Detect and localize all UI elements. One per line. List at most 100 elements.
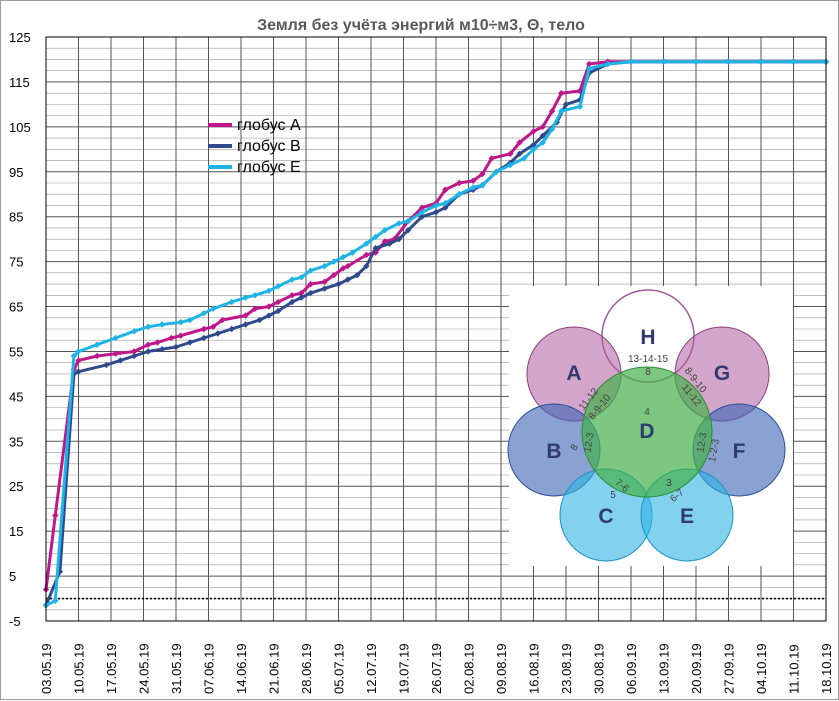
data-point (353, 271, 361, 279)
y-tick-label: 35 (9, 434, 23, 449)
y-axis-tick-labels: -5 5 15 25 35 45 55 65 75 85 95 105 115 125 (9, 30, 31, 629)
data-point (395, 220, 403, 227)
data-point (307, 280, 314, 288)
data-point (442, 204, 449, 211)
data-point (307, 289, 314, 297)
label-c: C (598, 505, 613, 528)
data-point (186, 339, 194, 346)
data-point (539, 132, 546, 140)
number-h-d: 8 (645, 367, 651, 378)
data-point (200, 310, 208, 317)
data-point (103, 361, 110, 369)
data-point (469, 177, 477, 184)
x-tick-label: 09.08.19 (494, 643, 509, 694)
data-point (692, 58, 700, 65)
data-point (242, 294, 249, 301)
x-tick-label: 26.07.19 (429, 643, 444, 694)
data-point (363, 251, 370, 259)
data-point (70, 352, 78, 360)
x-tick-label: 12.07.19 (364, 643, 379, 694)
data-point (432, 209, 440, 216)
data-point (288, 276, 296, 283)
data-point (339, 253, 347, 261)
data-point (144, 348, 152, 355)
legend-label-globe-e: глобус E (237, 159, 301, 176)
x-tick-label: 13.09.19 (657, 643, 672, 694)
data-point (469, 184, 477, 191)
x-tick-label: 11.10.19 (787, 644, 802, 694)
data-point (558, 107, 565, 115)
data-point (456, 179, 463, 187)
x-tick-label: 04.10.19 (754, 643, 769, 694)
data-point (344, 262, 351, 270)
data-point (321, 278, 328, 286)
number-c: 5 (610, 490, 616, 501)
data-point (298, 274, 305, 281)
data-point (349, 249, 356, 256)
x-tick-label: 06.09.19 (624, 643, 639, 694)
data-point (562, 101, 570, 108)
data-point (144, 341, 152, 348)
data-point (274, 307, 282, 315)
data-point (228, 325, 235, 333)
number-h: 13-14-15 (628, 354, 668, 365)
data-point (321, 262, 328, 270)
data-point (372, 244, 379, 252)
x-tick-label: 14.06.19 (234, 643, 249, 694)
data-point (186, 316, 194, 324)
data-point (330, 271, 338, 279)
data-point (757, 58, 765, 65)
data-point (131, 328, 138, 335)
data-point (158, 346, 166, 353)
data-point (404, 226, 412, 234)
x-tick-label: 24.05.19 (137, 643, 152, 694)
data-point (75, 348, 82, 355)
data-point (265, 303, 273, 310)
y-tick-label: 85 (9, 210, 23, 225)
number-b: 8 (569, 442, 582, 453)
data-point (93, 352, 101, 360)
data-point (493, 168, 500, 175)
data-point (381, 238, 389, 245)
data-point (228, 298, 235, 306)
data-point (335, 280, 342, 288)
number-e-d: 3 (666, 478, 672, 489)
data-point (539, 123, 546, 131)
data-point (539, 139, 546, 146)
data-point (298, 294, 305, 301)
venn-diagram-inset: H A G D B F C E 13-14-15 8 11-12 8-9-10 … (507, 286, 793, 566)
y-tick-label: 15 (9, 524, 23, 539)
plot-area-border (45, 36, 827, 622)
data-point (209, 305, 217, 312)
label-b: B (546, 440, 561, 463)
data-point (576, 103, 584, 110)
x-tick-label: 30.08.19 (592, 643, 607, 694)
data-point (298, 289, 305, 297)
data-point (265, 312, 273, 319)
number-f: 1-2-3 (707, 438, 722, 463)
data-point (386, 240, 393, 247)
data-point (507, 150, 514, 157)
data-point (530, 146, 537, 153)
data-point (456, 191, 463, 198)
x-tick-label: 17.05.19 (104, 643, 119, 694)
x-tick-label: 10.05.19 (72, 643, 87, 694)
data-point (251, 292, 259, 299)
data-point (144, 323, 152, 330)
x-tick-label: 02.08.19 (462, 643, 477, 694)
data-point (288, 298, 296, 306)
data-point (725, 58, 732, 65)
series-3 (42, 58, 830, 609)
x-tick-label: 28.06.19 (299, 643, 314, 694)
label-h: H (640, 326, 655, 349)
data-point (381, 226, 389, 234)
data-point (177, 332, 184, 339)
x-tick-label: 16.08.19 (527, 643, 542, 694)
data-point (548, 125, 556, 133)
data-point (339, 265, 347, 272)
series-lines (42, 58, 830, 609)
data-point (432, 202, 440, 209)
data-point (172, 343, 180, 351)
data-point (548, 107, 556, 115)
